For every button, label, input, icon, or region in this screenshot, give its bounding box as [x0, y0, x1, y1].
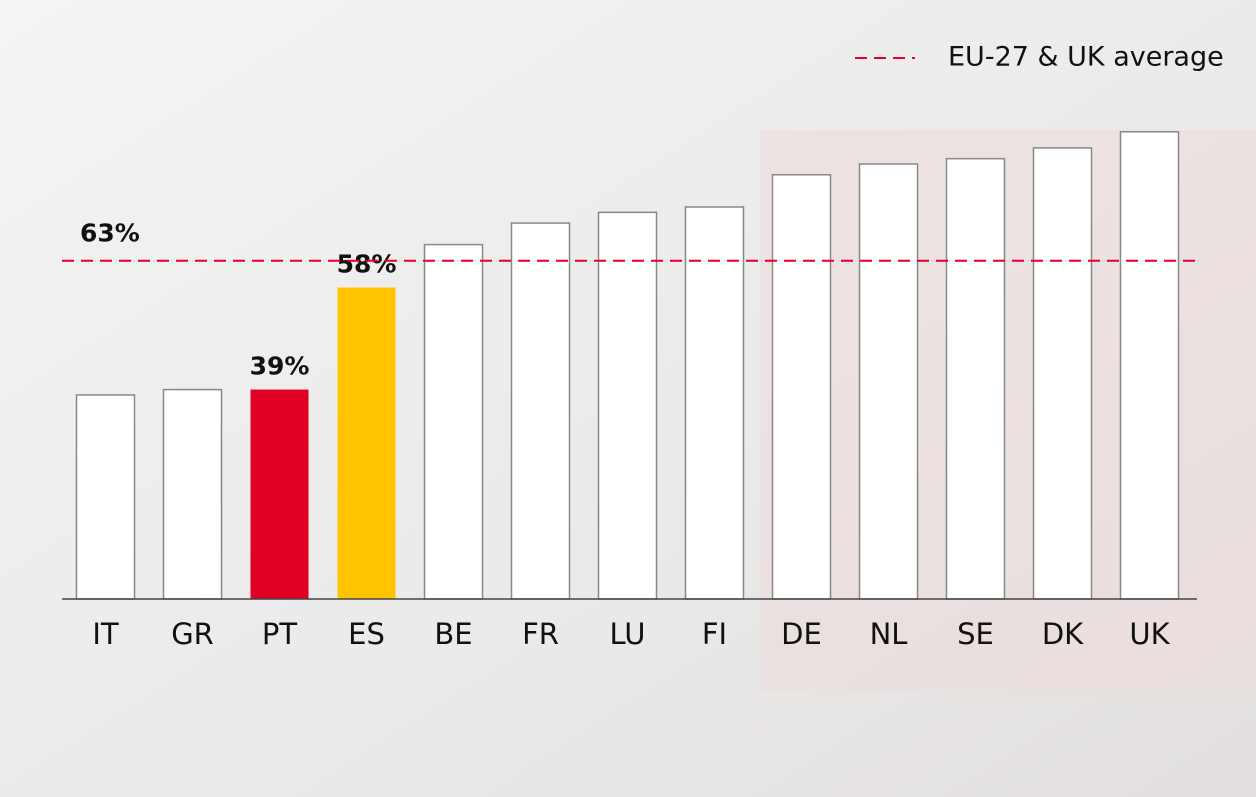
x-tick-label: FI: [702, 617, 727, 651]
x-tick-label: SE: [957, 617, 994, 651]
bar: [510, 222, 571, 600]
bar: [337, 287, 396, 599]
x-tick-label: DE: [781, 617, 822, 651]
x-tick-label: LU: [610, 617, 646, 651]
x-tick-label: GR: [171, 617, 214, 651]
bar: [858, 163, 919, 600]
x-tick-label: PT: [262, 617, 297, 651]
bar: [597, 211, 658, 600]
x-tick-label: NL: [870, 617, 908, 651]
bar: [250, 389, 309, 599]
bar: [423, 243, 484, 600]
bar: [162, 388, 223, 600]
bar: [684, 206, 745, 600]
background-shape: [760, 130, 1256, 690]
legend-label: EU-27 & UK average: [948, 42, 1224, 73]
value-label: 39%: [250, 352, 310, 381]
bar: [1032, 147, 1093, 600]
x-tick-label: ES: [348, 617, 385, 651]
x-tick-label: IT: [92, 617, 119, 651]
average-label: 63%: [80, 219, 140, 248]
bar: [945, 157, 1006, 600]
x-tick-label: UK: [1129, 617, 1170, 651]
bar: [75, 394, 136, 600]
x-tick-label: FR: [522, 617, 559, 651]
x-tick-label: DK: [1042, 617, 1084, 651]
bar: [1119, 131, 1180, 600]
bar: [771, 174, 832, 600]
x-tick-label: BE: [434, 617, 472, 651]
value-label: 58%: [337, 250, 397, 279]
